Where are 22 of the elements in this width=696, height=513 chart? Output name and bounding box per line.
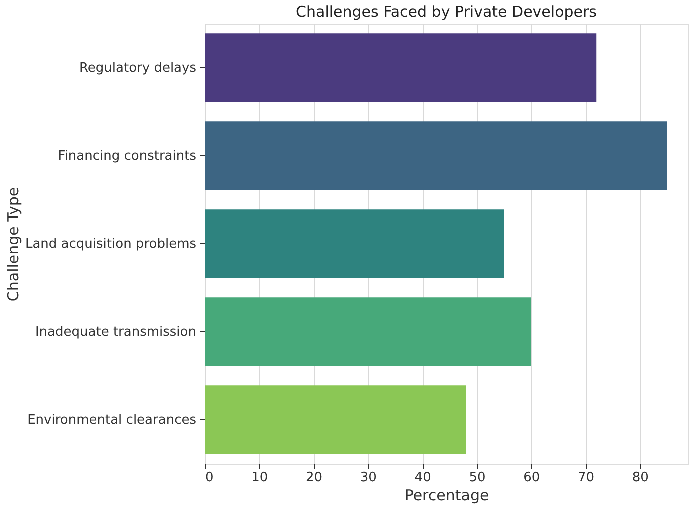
x-tick-label: 20 — [306, 470, 323, 486]
x-tick-label: 70 — [578, 470, 595, 486]
x-tick-label: 80 — [632, 470, 649, 486]
x-tick-label: 30 — [360, 470, 377, 486]
bar — [205, 210, 504, 278]
y-tick-label: Financing constraints — [58, 149, 197, 164]
bar — [205, 298, 532, 366]
bar — [205, 34, 597, 102]
x-axis-title: Percentage — [404, 486, 490, 504]
x-tick-label: 10 — [252, 470, 268, 486]
y-tick-label: Inadequate transmission — [35, 325, 196, 340]
x-tick-label: 50 — [469, 470, 486, 486]
y-tick-label: Regulatory delays — [79, 61, 197, 76]
bar — [205, 386, 466, 454]
y-tick-label: Environmental clearances — [28, 413, 197, 428]
x-tick-label: 40 — [414, 470, 432, 486]
y-tick-label: Land acquisition problems — [25, 237, 197, 252]
x-tick-label: 60 — [524, 470, 540, 486]
bar — [205, 122, 668, 190]
y-axis-title: Challenge Type — [4, 187, 22, 302]
x-tick-label: 0 — [206, 470, 214, 486]
chart-title: Challenges Faced by Private Developers — [296, 3, 598, 21]
